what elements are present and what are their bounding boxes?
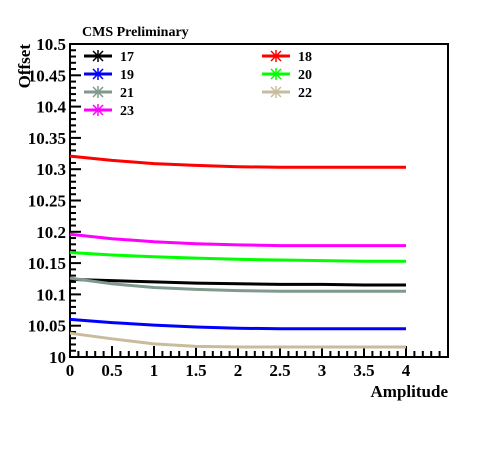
legend-label: 21 <box>120 86 134 101</box>
y-tick-label: 10 <box>49 348 66 367</box>
legend: 17 18 19 20 21 22 23 <box>84 50 312 119</box>
x-tick-label: 4 <box>402 361 411 380</box>
series-lines <box>69 154 406 349</box>
series-line-20 <box>69 251 406 263</box>
x-axis-label: Amplitude <box>371 382 449 401</box>
x-tick-label: 3 <box>318 361 327 380</box>
legend-label: 23 <box>120 104 134 119</box>
y-tick-label: 10.5 <box>36 35 66 54</box>
x-tick-label: 3.5 <box>353 361 374 380</box>
y-tick-label: 10.4 <box>36 98 66 117</box>
axis-ticks: 0 0.5 1 1.5 2 2.5 3 3.5 4 10 10.05 10.1 10.15 10.2 10.… <box>28 35 449 380</box>
y-tick-label: 10.35 <box>28 129 66 148</box>
chart-title: CMS Preliminary <box>82 25 189 40</box>
y-tick-label: 10.1 <box>36 285 66 304</box>
x-tick-label: 0 <box>66 361 75 380</box>
legend-label: 19 <box>120 68 134 83</box>
series-line-22 <box>69 331 406 349</box>
series-line-21 <box>69 276 406 293</box>
series-line-18 <box>69 154 406 169</box>
legend-label: 17 <box>120 50 134 65</box>
y-axis-label: Offset <box>15 44 34 89</box>
y-tick-label: 10.2 <box>36 223 66 242</box>
series-line-19 <box>69 317 406 331</box>
y-tick-label: 10.25 <box>28 192 66 211</box>
x-tick-label: 1 <box>150 361 159 380</box>
y-tick-label: 10.15 <box>28 254 66 273</box>
x-tick-label: 0.5 <box>101 361 122 380</box>
legend-label: 20 <box>298 68 312 83</box>
x-tick-label: 2 <box>234 361 243 380</box>
legend-label: 22 <box>298 86 312 101</box>
series-line-23 <box>69 232 406 248</box>
x-tick-label: 1.5 <box>185 361 206 380</box>
y-tick-label: 10.45 <box>28 66 66 85</box>
legend-label: 18 <box>298 50 312 65</box>
series-line-17 <box>69 277 406 287</box>
y-tick-label: 10.3 <box>36 160 66 179</box>
y-tick-label: 10.05 <box>28 317 66 336</box>
x-tick-label: 2.5 <box>269 361 290 380</box>
